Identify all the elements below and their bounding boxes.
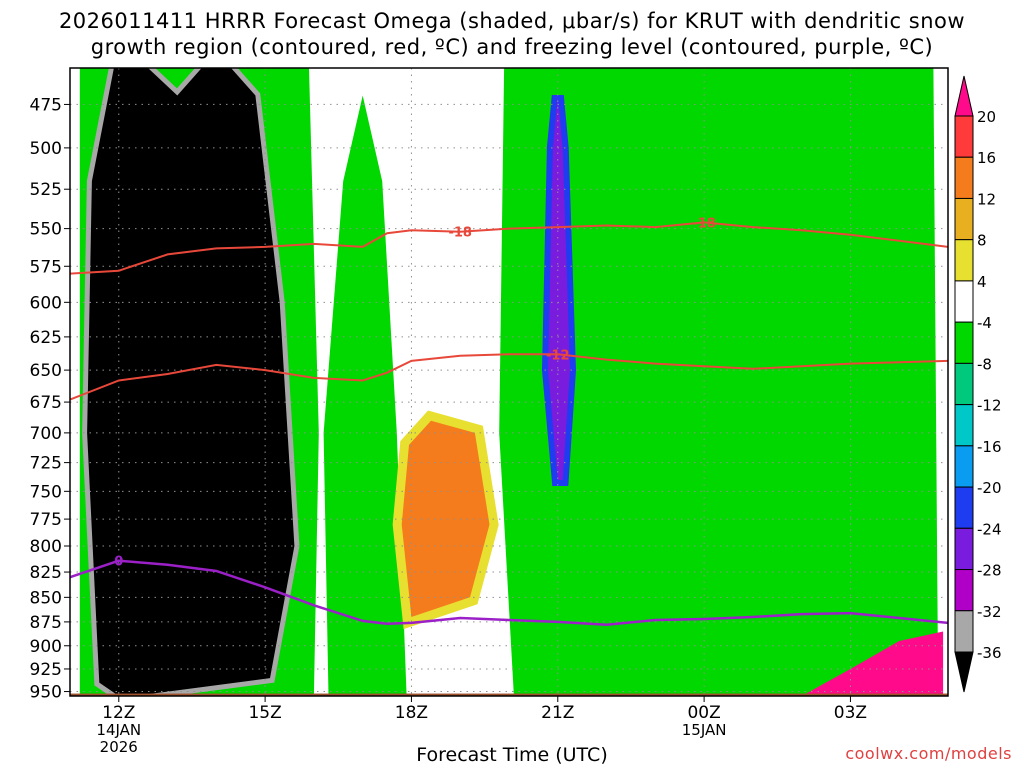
- colorbar-label: -8: [977, 355, 992, 373]
- y-tick-label: 950: [30, 683, 62, 703]
- title-line-2: growth region (contoured, red, ºC) and f…: [90, 35, 934, 59]
- y-tick-label: 900: [30, 637, 62, 657]
- colorbar-label: 12: [977, 190, 996, 208]
- colorbar-band: [954, 445, 974, 488]
- colorbar-label: -4: [977, 314, 992, 332]
- y-tick-label: 800: [30, 537, 62, 557]
- ascent-column-21z-region: [541, 94, 577, 486]
- dgz-label-18-a: -18: [448, 226, 472, 241]
- strong-ascent-core-region: [82, 68, 300, 696]
- colorbar-label: 20: [977, 108, 996, 126]
- dgz-contour-2: [70, 353, 948, 401]
- watermark: coolwx.com/models: [845, 744, 1012, 763]
- y-tick-label: 575: [30, 257, 62, 277]
- colorbar-band: [954, 321, 974, 364]
- y-tick-label: 600: [30, 293, 62, 313]
- y-tick-label: 625: [30, 328, 62, 348]
- y-tick-label: 750: [30, 482, 62, 502]
- y-tick-label: 775: [30, 510, 62, 530]
- dgz-label-12: -12: [546, 348, 570, 363]
- colorbar-band: [954, 156, 974, 199]
- colorbar-label: -32: [977, 603, 1002, 621]
- y-tick-label: 850: [30, 588, 62, 608]
- dgz-label-18-b: -18: [692, 216, 716, 231]
- contour-layer: -18 -18 -12 0: [70, 216, 948, 627]
- shading-layer: [70, 68, 948, 696]
- colorbar-band: [954, 404, 974, 447]
- colorbar-band: [954, 239, 974, 282]
- y-tick-label: 725: [30, 454, 62, 474]
- y-tick-label: 525: [30, 180, 62, 200]
- colorbar-band: [954, 527, 974, 571]
- x-tick-label: 00Z: [687, 703, 720, 723]
- y-tick-label: 875: [30, 613, 62, 633]
- x-tick-label: 03Z: [834, 703, 867, 723]
- colorbar-label: -12: [977, 397, 1002, 415]
- title-line-1: 2026011411 HRRR Forecast Omega (shaded, …: [58, 9, 966, 33]
- y-tick-label: 925: [30, 660, 62, 680]
- colorbar-label: 8: [977, 232, 987, 250]
- colorbar-label: 16: [977, 149, 996, 167]
- freezing-level-contour: [70, 559, 948, 627]
- x-tick-label: 12Z: [102, 703, 135, 723]
- colorbar: 20 16 12 8 4 -4 -8 -12 -16 -20 -24 -28 -32 -36: [954, 75, 1002, 693]
- colorbar-label: -24: [977, 520, 1002, 538]
- colorbar-band: [954, 362, 974, 406]
- sinking-sfc-right-region: [801, 631, 944, 696]
- y-tick-label: 500: [30, 139, 62, 159]
- x-tick-label: 14JAN: [96, 721, 141, 739]
- x-tick-label: 15Z: [248, 703, 281, 723]
- x-tick-label: 2026: [100, 738, 138, 756]
- colorbar-bottom-arrow: [954, 651, 974, 693]
- colorbar-band: [954, 486, 974, 529]
- y-tick-label: 475: [30, 95, 62, 115]
- grid: [70, 68, 948, 696]
- dgz-contour-0: [70, 221, 948, 275]
- colorbar-label: -20: [977, 479, 1002, 497]
- ground-strip: [70, 693, 948, 696]
- x-tick-label: 15JAN: [682, 721, 727, 739]
- y-tick-label: 550: [30, 220, 62, 240]
- y-tick-label: 700: [30, 424, 62, 444]
- colorbar-top-arrow: [954, 75, 974, 117]
- plot-frame: [69, 67, 949, 697]
- y-tick-label: 650: [30, 361, 62, 381]
- colorbar-band: [954, 569, 974, 612]
- colorbar-band: [954, 610, 974, 653]
- chart-title: 2026011411 HRRR Forecast Omega (shaded, …: [0, 8, 1024, 60]
- freezing-level-label: 0: [114, 555, 123, 570]
- y-tick-label: 825: [30, 563, 62, 583]
- colorbar-label: -28: [977, 562, 1002, 580]
- axes: 475 500 525 550 575 600 625 650 675 700 725 750 775 8…: [30, 67, 949, 756]
- x-tick-label: 21Z: [541, 703, 574, 723]
- x-axis-label: Forecast Time (UTC): [416, 744, 608, 766]
- warm-descent-18z-region: [392, 410, 499, 630]
- colorbar-band: [954, 115, 974, 158]
- colorbar-band: [954, 197, 974, 241]
- colorbar-label: -36: [977, 644, 1002, 662]
- y-tick-label: 675: [30, 393, 62, 413]
- x-tick-label: 18Z: [395, 703, 428, 723]
- colorbar-label: -16: [977, 438, 1002, 456]
- colorbar-band: [954, 280, 974, 323]
- colorbar-label: 4: [977, 273, 987, 291]
